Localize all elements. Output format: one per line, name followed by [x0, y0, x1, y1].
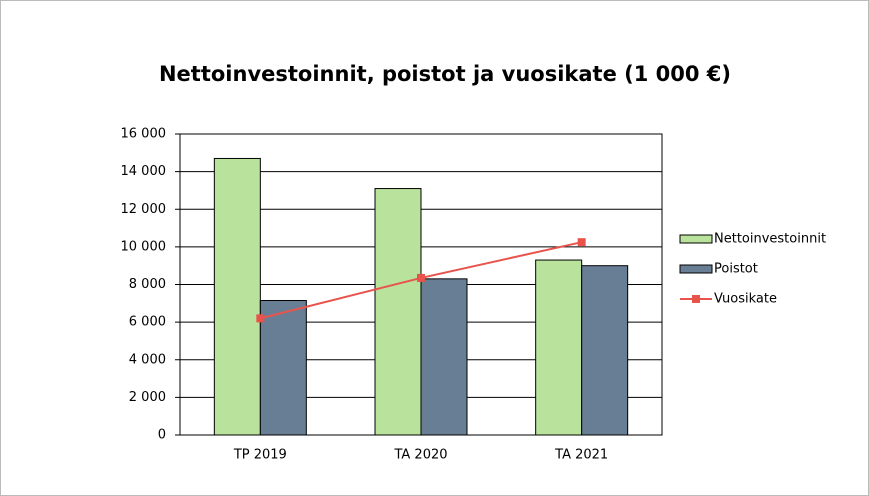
chart-title: Nettoinvestoinnit, poistot ja vuosikate … — [159, 62, 731, 86]
y-tick-label: 8 000 — [129, 277, 166, 292]
y-tick-label: 2 000 — [129, 390, 166, 405]
legend-label: Nettoinvestoinnit — [714, 232, 826, 247]
line-marker — [577, 238, 586, 247]
line-marker — [417, 273, 425, 282]
bar — [374, 188, 422, 436]
x-tick-label: TA 2021 — [554, 448, 608, 463]
bar — [581, 265, 629, 436]
y-tick-label: 12 000 — [121, 202, 167, 217]
legend-label: Vuosikate — [714, 292, 777, 307]
legend-swatch — [692, 295, 700, 303]
line-marker — [256, 314, 265, 323]
bar — [420, 278, 468, 436]
bar — [535, 259, 583, 436]
legend-swatch — [679, 264, 713, 274]
legend-swatch — [679, 234, 713, 244]
y-tick-label: 4 000 — [129, 352, 166, 367]
bar — [213, 157, 261, 436]
y-tick-label: 16 000 — [121, 127, 167, 142]
y-tick-label: 10 000 — [121, 239, 167, 254]
y-tick-label: 0 — [158, 428, 166, 443]
y-tick-label: 14 000 — [121, 164, 167, 179]
y-tick-label: 6 000 — [129, 315, 166, 330]
bar — [259, 299, 307, 436]
legend-label: Poistot — [714, 262, 758, 277]
x-tick-label: TA 2020 — [393, 448, 447, 463]
x-tick-label: TP 2019 — [233, 448, 287, 463]
